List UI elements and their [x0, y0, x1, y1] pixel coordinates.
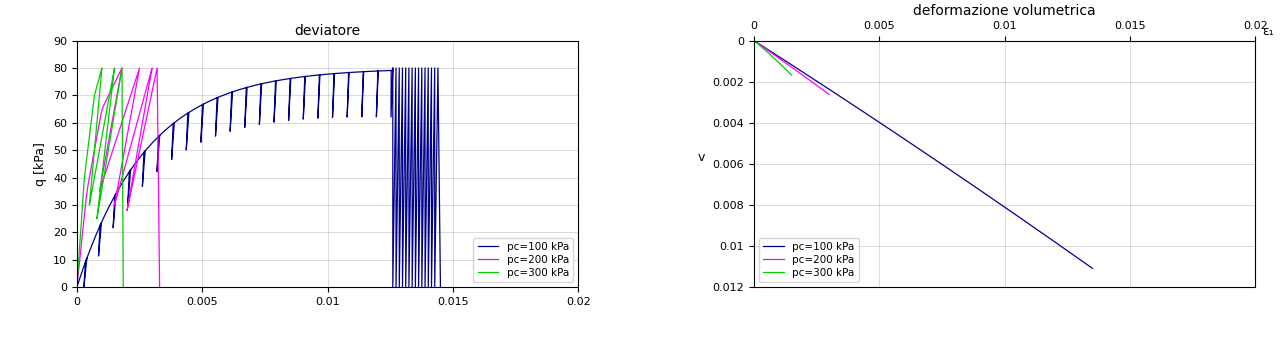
Line: pc=100 kPa: pc=100 kPa — [77, 68, 441, 287]
pc=100 kPa — [393, 176, 409, 180]
pc=300 kPa — [751, 42, 766, 46]
pc=300 kPa — [783, 72, 798, 76]
Line: pc=200 kPa: pc=200 kPa — [77, 68, 160, 287]
pc=200 kPa — [81, 183, 96, 187]
pc=100 kPa — [433, 285, 448, 289]
pc=300 kPa — [88, 166, 104, 170]
pc=100 kPa — [1067, 254, 1082, 258]
pc=100 kPa — [1056, 246, 1071, 250]
pc=200 kPa — [767, 54, 783, 58]
pc=200 kPa — [758, 47, 774, 51]
pc=300 kPa — [753, 44, 769, 48]
pc=100 kPa — [747, 39, 762, 43]
Line: pc=300 kPa: pc=300 kPa — [77, 68, 123, 287]
pc=300 kPa — [765, 54, 780, 58]
pc=200 kPa — [770, 55, 785, 59]
pc=300 kPa — [767, 57, 783, 61]
pc=300 kPa — [115, 285, 131, 289]
pc=100 kPa — [386, 66, 401, 70]
pc=300 kPa — [762, 53, 778, 57]
pc=200 kPa — [114, 66, 129, 70]
Line: pc=200 kPa: pc=200 kPa — [755, 41, 829, 95]
pc=300 kPa — [775, 65, 790, 69]
pc=300 kPa — [784, 73, 799, 77]
pc=100 kPa — [257, 81, 273, 85]
pc=300 kPa — [778, 66, 793, 70]
pc=300 kPa — [762, 52, 778, 56]
pc=300 kPa — [749, 41, 765, 45]
pc=200 kPa — [793, 72, 808, 76]
pc=300 kPa — [781, 70, 797, 74]
pc=300 kPa — [82, 203, 97, 207]
pc=100 kPa — [810, 79, 825, 83]
pc=300 kPa — [758, 48, 774, 52]
pc=300 kPa — [780, 69, 796, 73]
Title: deformazione volumetrica: deformazione volumetrica — [913, 4, 1097, 18]
pc=300 kPa — [748, 40, 763, 44]
pc=300 kPa — [771, 61, 787, 65]
pc=300 kPa — [756, 47, 771, 51]
pc=200 kPa — [69, 285, 85, 289]
Text: ε₁: ε₁ — [1262, 25, 1273, 38]
pc=100 kPa — [300, 74, 315, 78]
pc=300 kPa — [760, 50, 775, 54]
pc=200 kPa — [128, 157, 143, 161]
pc=300 kPa — [770, 59, 785, 63]
pc=100 kPa — [1085, 266, 1100, 270]
Legend: pc=100 kPa, pc=200 kPa, pc=300 kPa: pc=100 kPa, pc=200 kPa, pc=300 kPa — [760, 238, 858, 282]
pc=200 kPa — [765, 52, 780, 56]
pc=300 kPa — [85, 116, 100, 120]
pc=300 kPa — [774, 63, 789, 67]
pc=100 kPa — [414, 66, 429, 70]
pc=300 kPa — [755, 45, 770, 49]
pc=200 kPa — [821, 93, 836, 97]
pc=300 kPa — [772, 62, 788, 66]
pc=300 kPa — [758, 49, 774, 53]
pc=300 kPa — [776, 65, 792, 69]
pc=100 kPa — [760, 47, 775, 51]
pc=300 kPa — [755, 46, 770, 50]
pc=300 kPa — [69, 285, 85, 289]
pc=300 kPa — [757, 48, 772, 52]
pc=300 kPa — [747, 39, 762, 43]
pc=100 kPa — [836, 97, 852, 101]
pc=100 kPa — [316, 72, 332, 76]
Line: pc=100 kPa: pc=100 kPa — [755, 41, 1093, 268]
pc=200 kPa — [85, 162, 100, 166]
pc=200 kPa — [129, 78, 145, 82]
pc=300 kPa — [114, 110, 129, 114]
pc=300 kPa — [747, 39, 762, 43]
pc=300 kPa — [781, 71, 797, 75]
pc=200 kPa — [771, 56, 787, 61]
Y-axis label: v: v — [698, 151, 705, 164]
pc=200 kPa — [152, 285, 168, 289]
pc=300 kPa — [766, 56, 781, 60]
pc=100 kPa — [69, 285, 85, 289]
pc=100 kPa — [296, 100, 311, 104]
pc=300 kPa — [761, 51, 776, 55]
Legend: pc=100 kPa, pc=200 kPa, pc=300 kPa: pc=100 kPa, pc=200 kPa, pc=300 kPa — [474, 238, 573, 282]
pc=200 kPa — [747, 39, 762, 43]
pc=300 kPa — [751, 43, 766, 47]
Line: pc=300 kPa: pc=300 kPa — [755, 41, 792, 75]
pc=100 kPa — [766, 52, 781, 56]
pc=300 kPa — [774, 64, 789, 68]
pc=300 kPa — [752, 43, 767, 47]
pc=200 kPa — [111, 178, 127, 182]
pc=300 kPa — [766, 55, 781, 59]
pc=300 kPa — [81, 141, 96, 145]
pc=200 kPa — [124, 141, 140, 145]
pc=300 kPa — [778, 67, 793, 71]
pc=300 kPa — [779, 68, 794, 72]
pc=300 kPa — [770, 60, 785, 64]
pc=300 kPa — [91, 203, 106, 207]
pc=300 kPa — [95, 66, 110, 70]
pc=300 kPa — [763, 53, 779, 57]
Y-axis label: q [kPa]: q [kPa] — [35, 142, 47, 186]
Title: deviatore: deviatore — [295, 24, 361, 38]
pc=300 kPa — [769, 58, 784, 62]
